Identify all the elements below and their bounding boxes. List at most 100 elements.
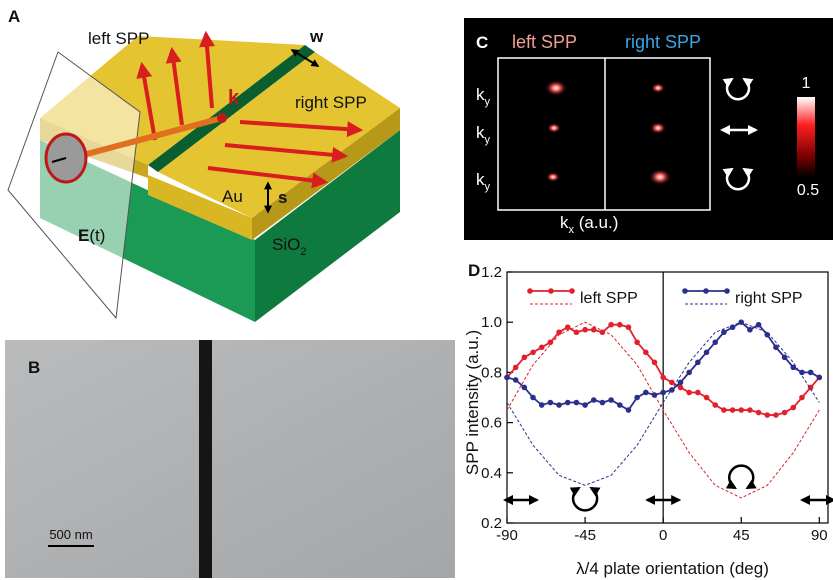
data-point (799, 370, 805, 376)
data-point (643, 390, 649, 396)
label-sub: 2 (300, 246, 306, 258)
data-point (695, 360, 701, 366)
label: k (228, 87, 240, 109)
data-point (608, 322, 614, 328)
data-point (738, 407, 744, 413)
data-point (730, 324, 736, 330)
subscript: y (485, 134, 491, 146)
data-point (522, 355, 528, 361)
colorbar (797, 97, 815, 177)
data-point (565, 324, 571, 330)
circular-icon (729, 466, 753, 488)
spot (546, 172, 560, 182)
data-point (764, 332, 770, 338)
focus (217, 113, 227, 123)
panel-b: B 500 nm (5, 340, 455, 578)
label-arg: (t) (89, 226, 105, 245)
data-point (817, 375, 823, 381)
data-point (539, 402, 545, 408)
data-point (790, 365, 796, 371)
data-point (712, 402, 718, 408)
data-point (799, 395, 805, 401)
data-point (686, 390, 692, 396)
legend-label: left SPP (580, 290, 638, 307)
unit: (a.u.) (574, 213, 618, 232)
data-point (608, 397, 614, 403)
data-point (704, 395, 710, 401)
panel-letter: D (468, 261, 480, 280)
plot-frame (507, 272, 828, 523)
data-point (565, 400, 571, 406)
legend-marker (527, 288, 533, 294)
colorbar-label: 0.5 (797, 182, 819, 199)
label: w (309, 27, 324, 46)
data-point (782, 355, 788, 361)
label: left SPP (88, 29, 149, 48)
data-point (695, 390, 701, 396)
legend-label: right SPP (735, 290, 803, 307)
data-point (643, 350, 649, 356)
spot (545, 80, 567, 96)
y-tick-label: 0.4 (481, 465, 502, 482)
data-point (530, 395, 536, 401)
data-point (591, 397, 597, 403)
spot (547, 123, 561, 133)
subscript: y (485, 181, 491, 193)
data-point (756, 410, 762, 416)
data-point (808, 370, 814, 376)
data-point (548, 339, 554, 345)
data-point (652, 360, 658, 366)
data-point (513, 377, 519, 383)
x-tick-label: 45 (733, 527, 750, 544)
label: s (278, 188, 287, 207)
data-point (712, 339, 718, 345)
data-point (782, 410, 788, 416)
spot (649, 169, 671, 185)
label: right SPP (625, 32, 701, 52)
x-tick-label: 0 (659, 527, 667, 544)
data-point (747, 407, 753, 413)
legend-marker (724, 288, 730, 294)
data-point (660, 390, 666, 396)
y-tick-label: 0.8 (481, 364, 502, 381)
legend-marker (548, 288, 554, 294)
x-tick-label: -90 (496, 527, 518, 544)
spot (651, 83, 665, 93)
data-point (574, 400, 580, 406)
data-point (582, 402, 588, 408)
data-point (721, 329, 727, 335)
data-point (591, 327, 597, 333)
label: Au (222, 187, 243, 206)
data-point (556, 402, 562, 408)
legend-marker (703, 288, 709, 294)
label-main: E (78, 226, 89, 245)
data-point (704, 350, 710, 356)
data-point (773, 412, 779, 418)
figure: A left SPP w k right SPP Au s SiO2 E(t) … (0, 0, 833, 580)
y-tick-label: 0.6 (481, 415, 502, 432)
data-point (626, 324, 632, 330)
sem-image (5, 340, 455, 578)
data-point (652, 392, 658, 398)
data-point (721, 407, 727, 413)
data-point (513, 365, 519, 371)
data-point (522, 385, 528, 391)
data-point (773, 345, 779, 351)
data-point (617, 322, 623, 328)
data-point (678, 380, 684, 386)
x-tick-label: -45 (574, 527, 596, 544)
slit (199, 340, 212, 578)
y-tick-label: 1.2 (481, 264, 502, 281)
data-point (764, 412, 770, 418)
label: right SPP (295, 93, 367, 112)
data-point (747, 327, 753, 333)
data-point (756, 322, 762, 328)
legend-marker (569, 288, 575, 294)
colorbar-label: 1 (802, 75, 811, 92)
panel-letter: C (476, 33, 488, 52)
data-point (539, 345, 545, 351)
legend-marker (682, 288, 688, 294)
label-main: SiO (272, 235, 300, 254)
label: left SPP (512, 32, 577, 52)
